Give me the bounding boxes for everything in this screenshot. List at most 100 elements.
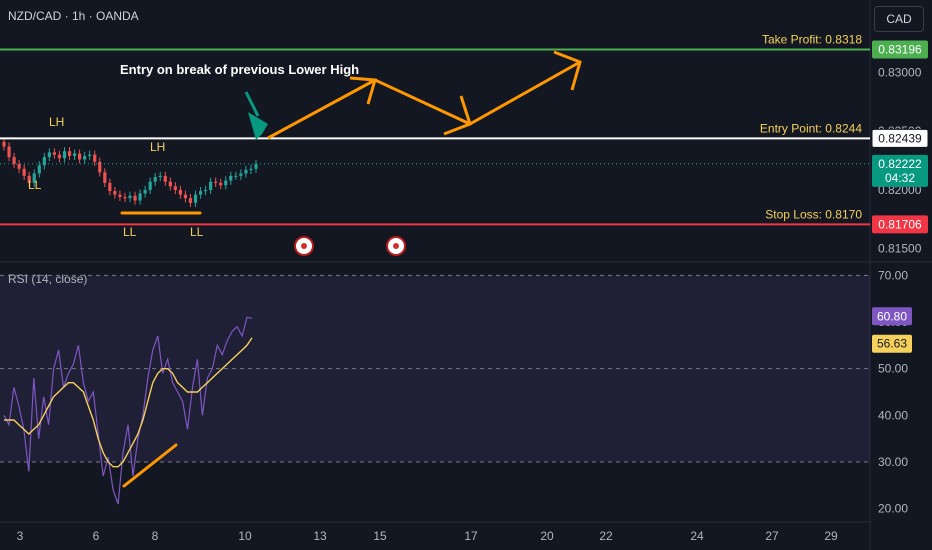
level-label: Take Profit: 0.8318 <box>762 33 862 47</box>
candle-body <box>2 141 6 147</box>
candle-body <box>27 175 31 183</box>
price-tag-bg <box>871 128 929 148</box>
candle-body <box>103 172 107 183</box>
swing-label-ll-2: LL <box>123 225 137 239</box>
level-label: Entry Point: 0.8244 <box>760 121 862 135</box>
time-tick-label: 20 <box>540 529 554 543</box>
time-tick-label: 6 <box>93 529 100 543</box>
price-tag: 0.83196 <box>878 43 922 57</box>
candle-body <box>209 181 213 190</box>
symbol-title[interactable]: NZD/CAD · 1h · OANDA <box>8 9 139 23</box>
time-tick-label: 17 <box>464 529 478 543</box>
candle-body <box>188 198 193 203</box>
candle-body <box>17 164 21 169</box>
time-tick-label: 15 <box>373 529 387 543</box>
candle-body <box>83 155 87 160</box>
time-tick-label: 29 <box>824 529 838 543</box>
entry-arrow <box>244 91 260 117</box>
price-levels: Take Profit: 0.8318 Entry Point: 0.8244 St… <box>0 33 870 226</box>
time-tick-label: 8 <box>152 529 159 543</box>
candle-body <box>52 152 56 155</box>
candle-body <box>57 154 62 159</box>
candle-body <box>198 191 203 195</box>
candle-body <box>133 195 137 201</box>
time-axis-ticks[interactable]: 3 6 8 10 13 15 17 20 22 24 27 29 <box>17 529 838 543</box>
last-price-tag: 0.82222 <box>878 157 922 171</box>
candle-body <box>12 157 16 165</box>
annotations: Entry on break of previous Lower High LH… <box>28 50 582 256</box>
candle-body <box>67 151 72 156</box>
candle-body <box>173 186 177 190</box>
entry-note: Entry on break of previous Lower High <box>120 62 359 77</box>
rsi-series-line <box>3 316 253 505</box>
candle-body <box>22 168 26 176</box>
candle-body <box>118 194 122 197</box>
candle-body <box>32 173 36 183</box>
rsi-lines <box>3 316 253 505</box>
candle-body <box>219 182 223 186</box>
candle-body <box>193 194 198 203</box>
swing-label-ll-1: LL <box>28 178 42 192</box>
candle-body <box>158 175 162 178</box>
last-price-tag-bg <box>872 154 928 187</box>
rsi-tag-bg <box>872 334 912 353</box>
rsi-tick-label: 20.00 <box>878 502 908 516</box>
candle-body <box>229 175 233 181</box>
rsi-guides <box>0 274 870 463</box>
time-tick-label: 3 <box>17 529 24 543</box>
candle-body <box>47 152 51 158</box>
candle-body <box>234 175 238 177</box>
rsi-tick-label: 30.00 <box>878 455 908 469</box>
candle-body <box>128 195 132 199</box>
canada-flag-icon[interactable] <box>386 236 406 256</box>
candle-body <box>224 180 228 186</box>
projected-path-arrow <box>267 60 581 140</box>
time-tick-label: 13 <box>313 529 327 543</box>
rsi-title[interactable]: RSI (14, close) <box>8 272 88 286</box>
price-tick-label: 0.83000 <box>878 66 922 80</box>
price-tag-bg <box>872 215 928 234</box>
rsi-divergence-line <box>122 443 178 488</box>
price-tag: 0.82439 <box>878 131 922 145</box>
currency-button[interactable]: CAD <box>874 6 924 32</box>
swing-label-ll-3: LL <box>190 225 204 239</box>
rsi-series-line <box>4 337 253 468</box>
candle-body <box>163 175 167 182</box>
candle-body <box>254 164 258 169</box>
candle-body <box>183 194 188 199</box>
candle-body <box>88 154 92 156</box>
candle-body <box>62 151 67 159</box>
candle-body <box>42 157 46 166</box>
candle-body <box>78 153 82 160</box>
candle-body <box>37 165 41 174</box>
rsi-tag: 60.80 <box>877 309 907 323</box>
swing-label-lh-1: LH <box>49 115 64 129</box>
candle-body <box>143 189 147 194</box>
candle-body <box>239 173 243 176</box>
candle-body <box>214 181 218 183</box>
candle-body <box>244 169 248 174</box>
time-tick-label: 10 <box>238 529 252 543</box>
time-tick-label: 22 <box>599 529 613 543</box>
swing-label-lh-2: LH <box>150 140 165 154</box>
time-tick-label: 24 <box>690 529 704 543</box>
canada-flag-icon[interactable] <box>294 236 314 256</box>
candle-body <box>72 153 77 156</box>
price-tag: 0.81706 <box>878 217 922 231</box>
rsi-tag: 56.63 <box>877 337 907 351</box>
price-tick-label: 0.81500 <box>878 242 922 256</box>
rsi-tick-label: 70.00 <box>878 268 908 282</box>
candle-body <box>153 177 157 182</box>
countdown-tag: 04:32 <box>885 171 915 185</box>
candle-body <box>204 189 208 192</box>
projected-arrow-head-2 <box>443 95 472 136</box>
price-tag-bg <box>872 40 928 59</box>
rsi-tick-label: 40.00 <box>878 408 908 422</box>
candle-body <box>138 193 142 201</box>
rsi-tag-bg <box>872 307 912 326</box>
time-tick-label: 27 <box>765 529 779 543</box>
candle-body <box>93 154 97 162</box>
